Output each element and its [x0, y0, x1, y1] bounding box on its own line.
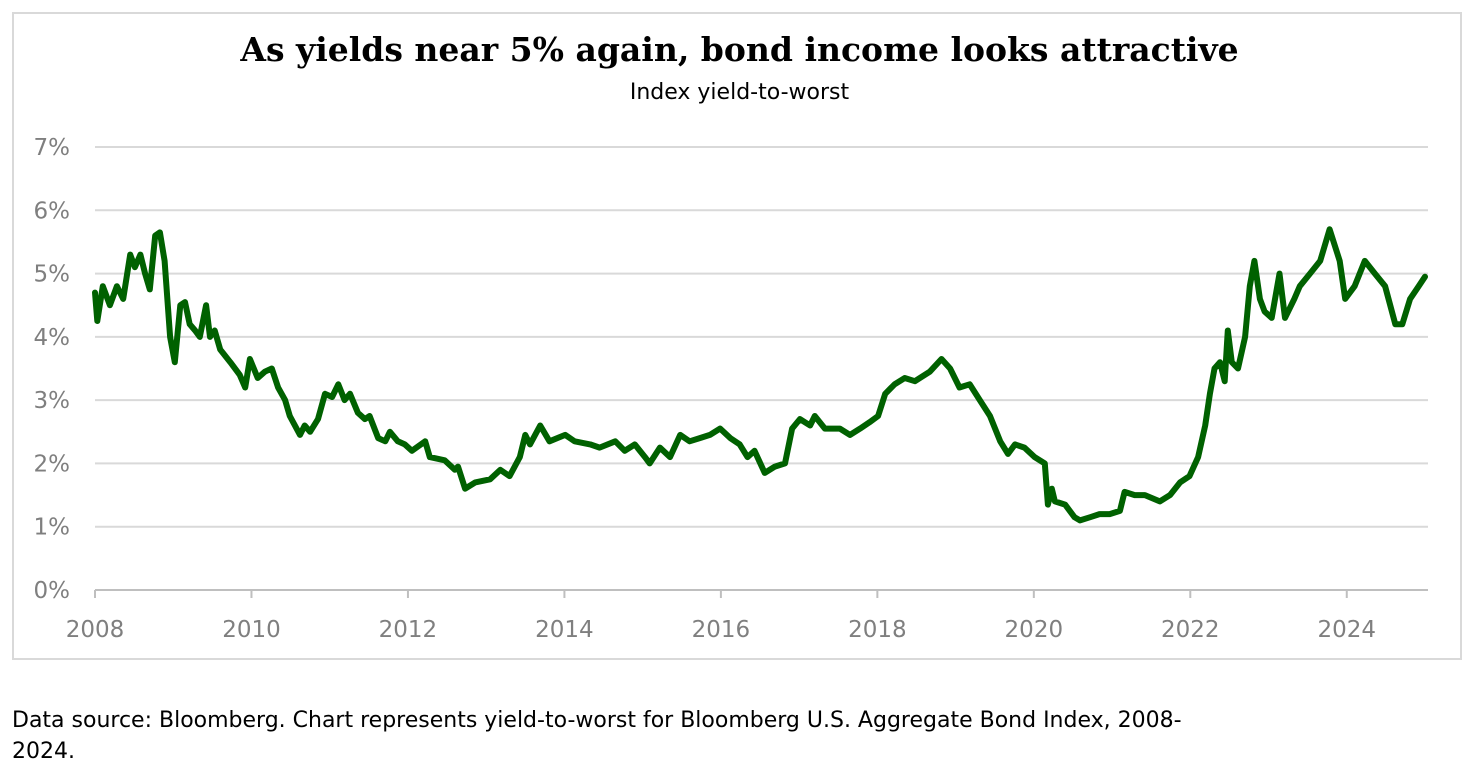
y-tick-label: 0%: [34, 578, 71, 604]
y-tick-label: 6%: [34, 198, 71, 224]
x-tick-label: 2016: [692, 617, 751, 643]
chart-subtitle: Index yield-to-worst: [629, 80, 850, 105]
chart-frame: [12, 12, 1462, 660]
yield-series-line: [92, 226, 1428, 524]
x-tick-label: 2008: [66, 617, 125, 643]
x-tick-label: 2010: [222, 617, 281, 643]
data-source-note: Data source: Bloomberg. Chart represents…: [12, 705, 1462, 767]
data-source-line-1: Data source: Bloomberg. Chart represents…: [12, 708, 1182, 733]
x-tick-label: 2018: [848, 617, 907, 643]
y-tick-label: 4%: [34, 325, 71, 351]
x-tick-label: 2014: [535, 617, 594, 643]
x-tick-label: 2024: [1317, 617, 1376, 643]
y-tick-label: 1%: [34, 515, 71, 541]
x-tick-label: 2012: [379, 617, 438, 643]
y-tick-label: 5%: [34, 262, 71, 288]
x-tick-label: 2020: [1005, 617, 1064, 643]
chart-title: As yields near 5% again, bond income loo…: [240, 30, 1239, 69]
y-tick-label: 7%: [34, 135, 71, 161]
data-source-line-2: 2024.: [12, 739, 75, 764]
y-tick-label: 2%: [34, 451, 71, 477]
y-tick-label: 3%: [34, 388, 71, 414]
x-tick-label: 2022: [1161, 617, 1220, 643]
